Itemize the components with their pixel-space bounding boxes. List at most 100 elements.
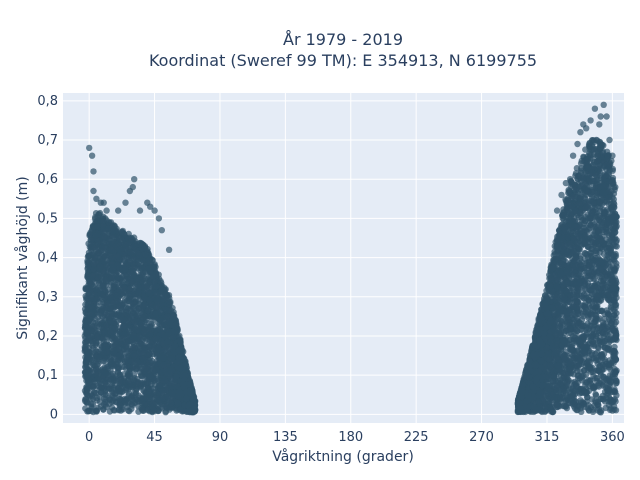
data-point xyxy=(157,308,164,316)
data-point xyxy=(127,249,134,256)
data-point xyxy=(174,399,181,406)
data-point xyxy=(169,390,176,397)
data-point xyxy=(142,251,149,258)
data-point xyxy=(110,389,117,396)
data-point xyxy=(86,231,93,238)
data-point xyxy=(144,307,152,314)
data-point xyxy=(167,298,174,305)
data-point xyxy=(107,305,115,313)
data-point xyxy=(143,283,150,290)
data-point xyxy=(120,299,128,306)
data-point xyxy=(111,325,119,332)
data-point xyxy=(94,314,102,321)
data-point xyxy=(159,388,167,395)
data-point xyxy=(131,265,138,272)
data-point xyxy=(98,384,105,391)
data-point xyxy=(139,355,147,362)
data-point xyxy=(128,394,135,402)
data-point xyxy=(84,264,92,271)
data-point xyxy=(119,323,127,330)
data-point xyxy=(116,287,123,294)
data-point xyxy=(88,152,96,159)
data-point xyxy=(130,352,138,359)
data-point xyxy=(159,368,166,376)
data-point xyxy=(173,321,180,328)
data-point xyxy=(156,382,163,389)
data-point xyxy=(107,318,115,325)
data-point xyxy=(127,285,135,292)
data-point xyxy=(94,320,102,327)
data-point xyxy=(90,168,97,175)
data-point xyxy=(153,291,160,298)
data-point xyxy=(84,383,91,391)
data-point xyxy=(83,351,91,359)
data-point xyxy=(147,265,154,272)
data-point xyxy=(107,294,114,301)
data-point xyxy=(108,273,116,280)
data-point xyxy=(118,237,126,244)
data-point xyxy=(118,228,126,236)
data-point xyxy=(154,298,161,305)
data-point xyxy=(103,277,110,284)
data-point xyxy=(92,232,99,239)
data-point xyxy=(160,361,167,369)
data-point xyxy=(167,355,175,362)
data-point xyxy=(97,342,104,349)
data-point xyxy=(111,280,118,287)
data-point xyxy=(102,391,110,398)
chart-title-line1: År 1979 - 2019 xyxy=(283,30,403,49)
data-point xyxy=(115,207,122,214)
data-point xyxy=(130,376,137,383)
data-point xyxy=(155,345,162,352)
data-point xyxy=(99,222,107,229)
data-point xyxy=(135,288,142,295)
data-point xyxy=(90,260,97,267)
data-point xyxy=(145,389,153,396)
data-point xyxy=(160,340,167,347)
data-point xyxy=(155,215,163,222)
data-point xyxy=(141,295,148,302)
data-point xyxy=(174,392,182,400)
data-point xyxy=(88,280,95,288)
data-point xyxy=(165,318,172,326)
data-point xyxy=(118,313,125,321)
data-point xyxy=(152,335,159,343)
data-point xyxy=(157,277,164,285)
data-point xyxy=(167,367,174,374)
data-point xyxy=(107,219,115,226)
data-point xyxy=(151,278,159,285)
data-point xyxy=(124,255,131,262)
data-point xyxy=(84,253,92,261)
data-point xyxy=(140,387,147,394)
data-point xyxy=(187,380,194,388)
data-point xyxy=(100,358,107,365)
data-point xyxy=(106,252,114,259)
data-point xyxy=(127,358,135,365)
data-point xyxy=(127,296,134,303)
data-point xyxy=(95,211,103,218)
data-point xyxy=(119,378,126,385)
data-point xyxy=(128,400,135,408)
data-point xyxy=(161,377,169,384)
data-point xyxy=(93,286,100,293)
data-point xyxy=(155,402,162,409)
data-point xyxy=(88,237,95,244)
data-point xyxy=(94,404,102,412)
data-point xyxy=(100,199,107,206)
data-point xyxy=(160,296,167,303)
data-point xyxy=(133,366,140,373)
data-points xyxy=(81,101,620,416)
data-point xyxy=(84,367,91,374)
data-point xyxy=(85,334,93,342)
data-point xyxy=(151,207,158,214)
data-point xyxy=(175,347,182,354)
data-point xyxy=(187,401,194,408)
data-point xyxy=(153,304,160,311)
data-point xyxy=(91,245,98,252)
data-point xyxy=(87,304,95,311)
chart-title-line2: Koordinat (Sweref 99 TM): E 354913, N 61… xyxy=(149,51,537,70)
data-point xyxy=(177,338,184,345)
data-point xyxy=(131,176,138,183)
data-point xyxy=(174,358,181,366)
data-point xyxy=(133,386,140,393)
